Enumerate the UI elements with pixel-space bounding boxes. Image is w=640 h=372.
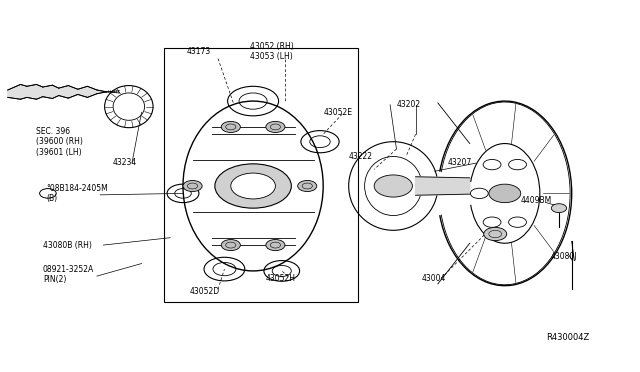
Text: 4409BM: 4409BM — [521, 196, 552, 205]
Text: 08921-3252A
PIN(2): 08921-3252A PIN(2) — [43, 265, 94, 284]
Circle shape — [374, 175, 412, 197]
Circle shape — [266, 121, 285, 132]
Polygon shape — [78, 86, 88, 97]
Polygon shape — [43, 85, 52, 99]
Polygon shape — [88, 86, 97, 97]
Text: 43052E: 43052E — [323, 108, 352, 117]
Polygon shape — [20, 84, 27, 99]
Text: 43004: 43004 — [422, 274, 446, 283]
Text: 43052 (RH)
43053 (LH): 43052 (RH) 43053 (LH) — [250, 42, 294, 61]
Circle shape — [551, 204, 566, 212]
Polygon shape — [8, 84, 20, 99]
Circle shape — [231, 173, 275, 199]
Text: 43234: 43234 — [113, 157, 137, 167]
Circle shape — [489, 184, 521, 203]
Polygon shape — [27, 84, 36, 99]
Text: SEC. 396
(39600 (RH)
(39601 (LH): SEC. 396 (39600 (RH) (39601 (LH) — [36, 127, 83, 157]
Circle shape — [221, 240, 241, 251]
Text: 43080J: 43080J — [550, 251, 577, 261]
Polygon shape — [97, 90, 106, 94]
Circle shape — [215, 164, 291, 208]
Polygon shape — [415, 177, 470, 195]
Text: 43202: 43202 — [396, 100, 420, 109]
Circle shape — [484, 227, 507, 241]
Circle shape — [221, 121, 241, 132]
Circle shape — [183, 180, 202, 192]
Text: °08B184-2405M
(B): °08B184-2405M (B) — [46, 184, 108, 203]
Circle shape — [298, 180, 317, 192]
Text: 43052H: 43052H — [266, 274, 296, 283]
Text: 43222: 43222 — [349, 152, 372, 161]
Text: 43080B (RH): 43080B (RH) — [43, 241, 92, 250]
Text: 43052D: 43052D — [189, 287, 220, 296]
Polygon shape — [36, 84, 43, 99]
Text: R430004Z: R430004Z — [546, 333, 589, 342]
Polygon shape — [68, 86, 78, 98]
Text: 43207: 43207 — [447, 157, 472, 167]
Bar — [164, 48, 358, 302]
Polygon shape — [59, 86, 68, 98]
Circle shape — [266, 240, 285, 251]
Polygon shape — [52, 85, 59, 99]
Text: 43173: 43173 — [186, 47, 211, 56]
